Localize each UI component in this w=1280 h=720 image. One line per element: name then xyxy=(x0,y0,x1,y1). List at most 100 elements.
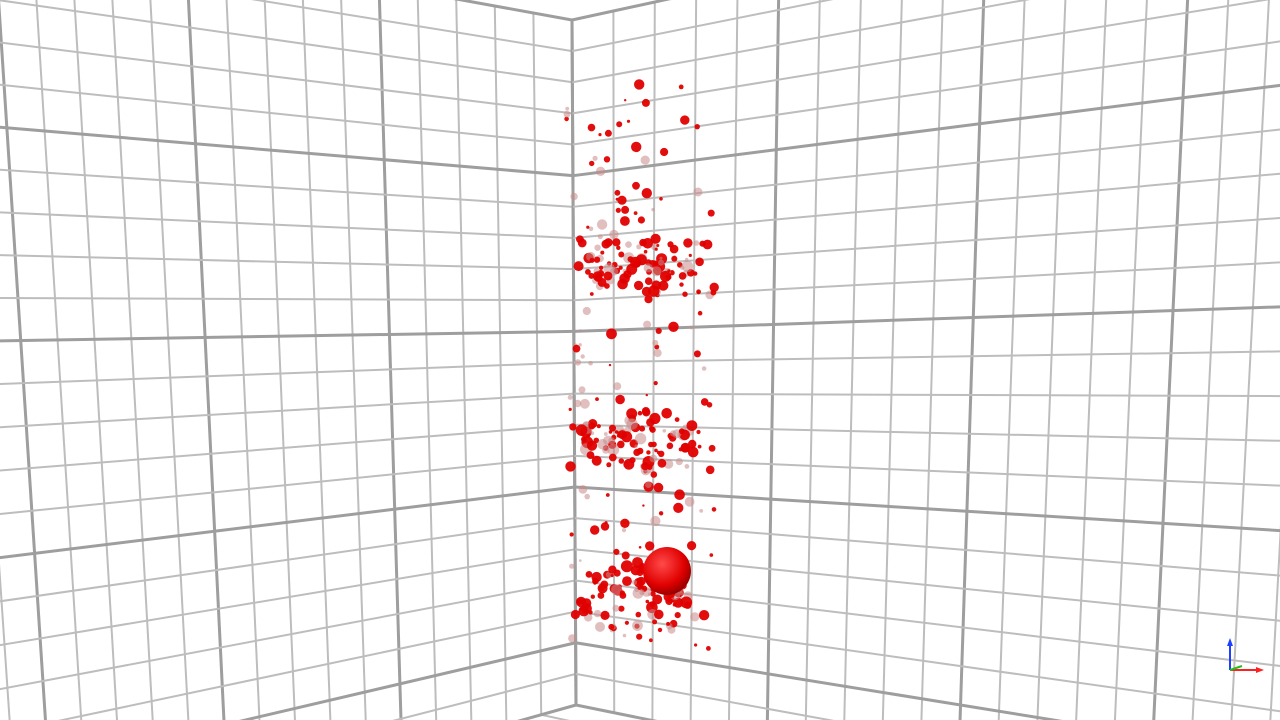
particle xyxy=(697,444,702,449)
particle xyxy=(650,515,661,527)
grid-line xyxy=(573,305,1280,333)
particle xyxy=(680,596,693,609)
particle xyxy=(590,431,595,436)
particle xyxy=(595,621,605,632)
grid-line xyxy=(377,0,403,720)
particle xyxy=(609,424,616,432)
particle xyxy=(586,451,595,459)
particle xyxy=(644,277,653,286)
particle xyxy=(597,583,608,594)
particle xyxy=(636,244,642,250)
particle xyxy=(617,278,628,290)
particle xyxy=(574,359,582,366)
particle xyxy=(613,548,620,556)
particle xyxy=(589,292,594,296)
particle xyxy=(658,511,664,516)
particle xyxy=(697,310,703,316)
grid-line xyxy=(997,0,1026,720)
particle xyxy=(620,560,633,573)
particle xyxy=(612,238,621,247)
particle xyxy=(570,192,578,201)
grid-line xyxy=(575,579,1280,667)
particle xyxy=(654,247,658,251)
particle xyxy=(580,398,590,409)
particle xyxy=(680,115,690,125)
particle xyxy=(604,129,612,137)
grid-line xyxy=(575,641,1063,720)
particle xyxy=(637,586,642,590)
particle xyxy=(658,280,669,291)
particle xyxy=(565,461,576,472)
particle xyxy=(653,482,664,493)
grid-line xyxy=(572,0,1031,84)
grid-line xyxy=(0,392,575,429)
right-wall-grid xyxy=(570,0,1280,720)
particle xyxy=(572,344,581,353)
particle xyxy=(639,425,646,432)
grid-line xyxy=(340,0,367,720)
particle xyxy=(594,244,601,251)
particle xyxy=(646,450,651,455)
particle xyxy=(693,240,700,246)
particle xyxy=(674,489,685,501)
particle xyxy=(700,398,709,406)
particle xyxy=(651,441,657,448)
particle xyxy=(585,269,591,275)
particle xyxy=(588,272,595,279)
particle xyxy=(660,270,671,282)
grid-line xyxy=(575,610,1280,713)
particle xyxy=(678,272,687,280)
particle xyxy=(651,207,655,212)
grid-line xyxy=(0,0,573,84)
particle xyxy=(611,584,623,596)
particle xyxy=(579,329,582,332)
particle xyxy=(621,431,633,443)
particle xyxy=(604,521,608,525)
axis-triad xyxy=(1227,638,1264,673)
particle xyxy=(600,522,610,531)
particle xyxy=(643,320,652,329)
particle-cloud xyxy=(563,79,719,651)
particle xyxy=(669,244,679,254)
floor-grid xyxy=(516,703,658,720)
particle xyxy=(613,569,621,577)
particle xyxy=(705,465,715,475)
grid-line xyxy=(0,517,576,603)
particle xyxy=(625,241,632,248)
particle xyxy=(597,439,608,450)
particle xyxy=(623,270,632,279)
grid-line xyxy=(0,579,576,691)
grid-line xyxy=(149,0,190,720)
particle xyxy=(579,559,582,562)
particle xyxy=(618,265,623,270)
particle xyxy=(619,590,626,596)
particle xyxy=(617,440,625,449)
particle xyxy=(650,471,658,478)
particle xyxy=(645,541,655,551)
particle xyxy=(626,408,638,420)
grid-line xyxy=(574,485,1280,533)
particle xyxy=(608,437,616,445)
particle xyxy=(680,442,691,453)
particle xyxy=(632,620,643,631)
particle xyxy=(578,343,582,347)
particle xyxy=(679,591,684,596)
particle xyxy=(614,189,621,196)
particle xyxy=(620,518,630,528)
particle xyxy=(618,251,625,258)
particle xyxy=(649,426,655,432)
particle xyxy=(610,267,619,276)
particle xyxy=(598,133,602,137)
particle xyxy=(674,612,681,619)
particle xyxy=(569,423,577,431)
particle xyxy=(654,448,658,453)
grid-line xyxy=(0,168,574,208)
particle xyxy=(706,646,711,651)
particle xyxy=(688,253,692,257)
particle xyxy=(709,282,719,292)
grid-line xyxy=(572,83,1280,178)
particle xyxy=(608,363,612,367)
particle xyxy=(666,621,671,626)
